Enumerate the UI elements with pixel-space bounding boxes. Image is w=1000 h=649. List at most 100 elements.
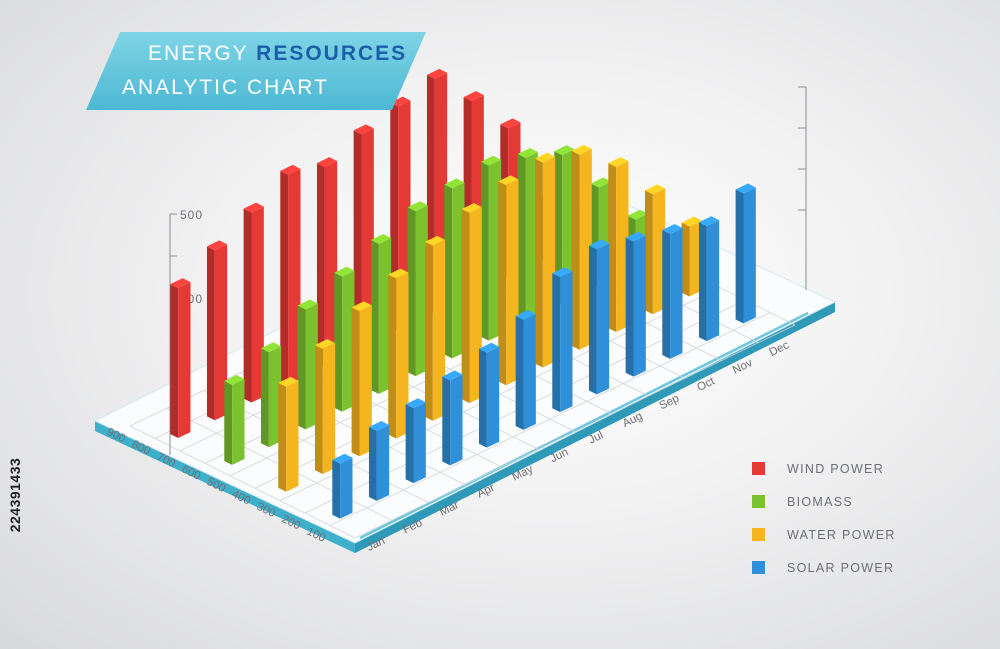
title-banner-band — [86, 32, 426, 110]
bar-top — [590, 177, 612, 188]
legend-label-solar: SOLAR POWER — [787, 560, 895, 575]
bar-side-left — [442, 376, 451, 466]
bar-side-left — [351, 307, 360, 457]
bar-side-left — [608, 163, 617, 333]
legend-swatch-wind — [752, 462, 765, 475]
bar-side-left — [515, 315, 524, 430]
bar-side-front — [268, 346, 282, 448]
bar-side-left — [170, 284, 179, 439]
bar-side-left — [388, 274, 397, 439]
bar-solar-oct — [662, 224, 683, 359]
bar-wind-jun — [353, 124, 374, 350]
bar-side-front — [305, 303, 318, 430]
bar-side-front — [506, 179, 519, 386]
bar-top — [698, 216, 720, 227]
bar-side-front — [340, 457, 353, 519]
bar-top — [515, 310, 536, 320]
bar-side-front — [596, 243, 610, 395]
bar-side-front — [488, 159, 502, 341]
bar-top — [644, 184, 666, 195]
bar-top — [424, 235, 446, 246]
bar-solar-sep — [625, 231, 646, 377]
bar-top — [444, 178, 465, 189]
bar-side-front — [251, 206, 264, 403]
bar-side-front — [633, 235, 646, 377]
bar-side-front — [432, 239, 446, 421]
bar-wind-mar — [243, 202, 264, 403]
bar-solar-jul — [552, 267, 573, 413]
bar-side-front — [523, 313, 536, 430]
grid-line-depth-0 — [354, 324, 796, 539]
bar-top — [297, 299, 318, 310]
bar-top — [463, 91, 484, 102]
bar-solar-feb — [368, 421, 390, 501]
bar-top — [170, 278, 191, 289]
bar-side-front — [361, 128, 374, 350]
bar-water-sep — [571, 144, 592, 350]
bar-top — [316, 157, 338, 168]
bar-top — [280, 164, 301, 175]
platform-front-accent-line — [359, 311, 809, 540]
bar-side-front — [743, 187, 756, 324]
bar-biomass-aug — [480, 155, 502, 341]
bar-side-left — [206, 246, 215, 421]
bar-side-front — [376, 424, 390, 501]
bar-top — [461, 203, 482, 214]
bar-water-jul — [498, 175, 519, 386]
bar-water-dec — [681, 216, 702, 297]
legend-swatch-biomass — [752, 495, 765, 508]
bar-top — [260, 342, 282, 353]
bar-side-left — [405, 404, 414, 484]
bar-wind-feb — [206, 240, 228, 421]
bar-side-front — [288, 168, 301, 385]
bar-top — [426, 68, 448, 79]
bar-side-left — [332, 459, 341, 519]
bar-water-jun — [461, 203, 482, 404]
bar-side-left — [424, 241, 433, 421]
bar-side-left — [353, 130, 362, 350]
bar-top — [390, 96, 411, 107]
bar-side-left — [280, 170, 289, 385]
bar-solar-dec — [735, 183, 756, 324]
bar-side-front — [359, 305, 372, 457]
bar-top — [334, 266, 355, 277]
bar-water-oct — [608, 157, 629, 333]
bar-side-front — [652, 188, 666, 315]
bar-side-left — [681, 222, 690, 297]
chart-title: ENERGY RESOURCES — [148, 42, 407, 66]
bar-biomass-apr — [334, 266, 355, 412]
bar-top — [353, 124, 374, 135]
bar-side-front — [542, 156, 556, 368]
bar-top — [478, 342, 500, 353]
bar-side-front — [214, 244, 228, 421]
bar-side-front — [342, 270, 355, 412]
bar-side-front — [322, 343, 336, 475]
bar-water-may — [424, 235, 446, 421]
bar-side-left — [370, 239, 379, 394]
bar-biomass-mar — [297, 299, 318, 430]
bar-top — [571, 144, 592, 155]
bar-top — [498, 175, 519, 186]
bar-side-left — [662, 229, 671, 359]
bar-top — [608, 157, 629, 168]
bar-side-left — [588, 245, 597, 395]
bar-wind-may — [316, 157, 338, 368]
bar-side-left — [517, 153, 526, 323]
month-label-jul: Jul — [587, 429, 605, 446]
bar-solar-may — [478, 342, 500, 448]
bar-biomass-jun — [407, 201, 428, 377]
series-water — [278, 144, 702, 492]
legend-label-wind: WIND POWER — [787, 461, 885, 476]
bar-side-front — [486, 346, 500, 448]
bar-biomass-oct — [554, 145, 575, 306]
stock-id: 224391433 — [3, 415, 27, 575]
bar-top — [552, 267, 573, 278]
bar-water-apr — [388, 268, 409, 439]
bar-side-left — [554, 151, 563, 306]
bar-side-front — [525, 151, 538, 323]
series-solar — [332, 183, 756, 519]
bar-side-front — [670, 227, 683, 359]
bar-top — [370, 234, 392, 244]
bar-biomass-feb — [260, 342, 282, 448]
bar-solar-mar — [405, 398, 426, 484]
